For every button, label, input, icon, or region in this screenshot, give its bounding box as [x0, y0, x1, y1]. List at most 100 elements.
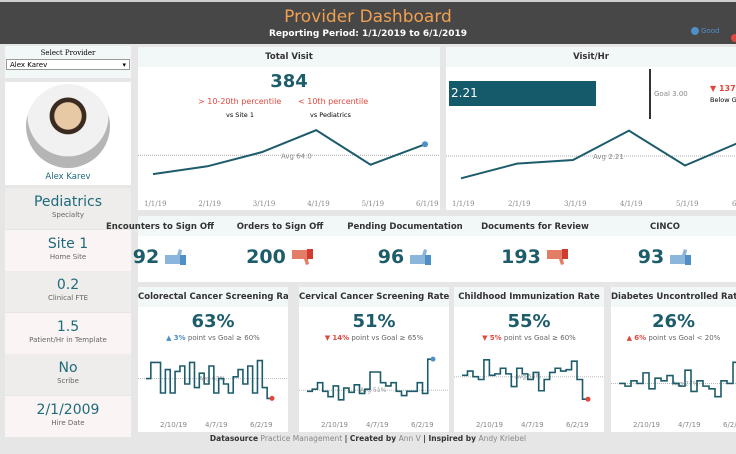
- thumbs-down-icon: [545, 248, 569, 266]
- measure-goal-text: point vs Goal ≥ 60%: [503, 334, 576, 342]
- provider-filter: Select Provider Alex Karev ▾: [5, 46, 131, 78]
- measure-chart: Avg 63% 2/10/19 4/7/19 6/2/19: [138, 359, 288, 429]
- visit-hr-title: Visit/Hr: [446, 47, 736, 67]
- x-tick: 6/2/19: [566, 421, 589, 429]
- x-tick: 2/10/19: [633, 421, 660, 429]
- header-bar: [0, 0, 736, 44]
- visit-hr-panel: Visit/Hr 2.21 Goal 3.00 ▼ 137 Below G Av…: [446, 47, 736, 210]
- info-label: Clinical FTE: [47, 294, 89, 302]
- x-tick: 2/1/19: [508, 200, 531, 208]
- arrow-up-icon: ▲: [626, 334, 633, 342]
- info-value: 2/1/2009: [36, 401, 100, 418]
- kpi-value: 193: [501, 246, 541, 268]
- footer-author: Ann V: [398, 434, 421, 443]
- info-row: Site 1 Home Site: [5, 229, 131, 271]
- footer-created-label: | Created by: [344, 434, 397, 443]
- x-tick: 6/2/19: [723, 421, 736, 429]
- kpi-title: Orders to Sign Off: [236, 222, 324, 232]
- visit-hr-chart: Avg 2.21 1/1/19 2/1/19 3/1/19 4/1/19 5/1/19 6/…: [446, 129, 736, 208]
- measure-title: Childhood Immunization Rate: [454, 287, 604, 307]
- thumbs-down-icon: [290, 248, 314, 266]
- measure-chart: Avg 27%2/10/194/7/196/2/19: [611, 361, 736, 429]
- provider-name: Alex Karev: [45, 172, 91, 182]
- measure-goal-text: point vs Goal < 20%: [648, 334, 721, 342]
- footer-datasource-label: Datasource: [209, 434, 259, 443]
- measure-card: Diabetes Uncontrolled Rate 26% ▲ 6% point …: [611, 287, 736, 432]
- bad-dot-icon: [731, 34, 736, 42]
- avg-label: Avg 2.21: [593, 153, 624, 161]
- measure-value: 51%: [352, 311, 396, 332]
- measure-delta: 14%: [332, 334, 350, 342]
- provider-card: Alex Karev: [5, 82, 131, 185]
- info-row: 0.2 Clinical FTE: [5, 271, 131, 312]
- arrow-up-icon: ▲: [166, 334, 172, 342]
- provider-select-value: Alex Karev: [10, 61, 48, 69]
- info-label: Scribe: [57, 377, 79, 385]
- visit-hr-bar: 2.21: [449, 81, 597, 106]
- x-tick: 2/10/19: [476, 421, 503, 429]
- avg-label: Avg 64.0: [281, 152, 312, 160]
- visit-hr-delta-label: Below G: [710, 96, 736, 104]
- last-point: [585, 396, 591, 402]
- avg-label: Avg 51%: [360, 387, 387, 394]
- measure-card: Colorectal Cancer Screening Rate 63% ▲ 3% …: [138, 287, 288, 432]
- trend-line: [460, 129, 736, 180]
- step-line: [307, 358, 433, 401]
- page-title: Provider Dashboard: [284, 7, 452, 27]
- footer-datasource: Practice Management: [260, 434, 343, 443]
- good-dot-icon: [691, 27, 699, 35]
- info-label: Hire Date: [51, 418, 85, 427]
- arrow-down-icon: ▼: [324, 334, 331, 342]
- info-value: 1.5: [56, 318, 80, 335]
- measure-value: 63%: [191, 311, 235, 332]
- goal-label: Goal 3.00: [654, 90, 688, 98]
- visit-hr-delta: ▼ 137: [710, 84, 736, 93]
- specialty-percentile-label: vs Pediatrics: [310, 111, 351, 119]
- x-tick: 3/1/19: [253, 200, 276, 208]
- measure-chart: Avg 54%2/10/19 4/7/19 6/2/19: [454, 359, 604, 429]
- measure-card: Childhood Immunization Rate 55% ▼ 5% point…: [454, 287, 604, 432]
- reporting-period: Reporting Period: 1/1/2019 to 6/1/2019: [268, 29, 468, 39]
- kpi-0: Encounters to Sign Off 92: [100, 216, 220, 282]
- measure-delta: 5%: [489, 334, 502, 342]
- kpi-value: 200: [246, 246, 286, 268]
- footer-inspired-label: | Inspired by: [423, 434, 477, 443]
- step-line: [462, 359, 588, 400]
- specialty-percentile: < 10th percentile: [298, 97, 369, 106]
- provider-select[interactable]: Alex Karev ▾: [6, 59, 130, 70]
- kpi-title: Encounters to Sign Off: [106, 222, 214, 232]
- info-value: No: [58, 360, 78, 376]
- arrow-down-icon: ▼: [482, 334, 488, 342]
- last-point: [422, 141, 428, 148]
- info-label: Specialty: [51, 211, 85, 219]
- total-visit-chart: Avg 64.0 1/1/19 2/1/19 3/1/19 4/1/19 5/1/19 6/…: [138, 129, 440, 208]
- legend-good: Good: [691, 27, 719, 35]
- info-value: Pediatrics: [33, 194, 103, 210]
- kpi-title: CINCO: [650, 222, 680, 232]
- total-visit-panel: Total Visit 384 > 10-20th percentile vs …: [138, 47, 440, 210]
- measure-goal-text: point vs Goal ≥ 65%: [351, 334, 424, 342]
- kpi-1: Orders to Sign Off 200: [220, 216, 340, 282]
- x-tick: 6/1/19: [732, 200, 736, 208]
- x-tick: 4/1/19: [307, 200, 330, 208]
- measure-value: 26%: [651, 311, 696, 332]
- x-tick: 5/1/19: [362, 200, 385, 208]
- measure-delta: 3%: [173, 334, 186, 342]
- site-percentile: > 10-20th percentile: [198, 97, 282, 106]
- measure-title: Cervical Cancer Screening Rate: [299, 287, 449, 307]
- last-point: [269, 395, 275, 401]
- measure-title: Diabetes Uncontrolled Rate: [611, 287, 736, 307]
- x-tick: 4/7/19: [205, 421, 228, 429]
- measure-delta: 6%: [634, 334, 647, 342]
- measure-card: Cervical Cancer Screening Rate 51% ▼ 14% p…: [299, 287, 449, 432]
- x-tick: 4/1/19: [620, 200, 643, 208]
- x-tick: 6/2/19: [411, 421, 434, 429]
- thumbs-up-icon: [668, 248, 692, 266]
- info-row: 1.5 Patient/Hr in Template: [5, 312, 131, 354]
- kpi-value: 96: [377, 246, 405, 268]
- kpi-title: Pending Documentation: [347, 222, 463, 232]
- x-tick: 4/7/19: [678, 421, 701, 429]
- kpi-title: Documents for Review: [481, 222, 589, 232]
- x-tick: 4/7/19: [366, 421, 389, 429]
- kpi-value: 93: [637, 246, 665, 268]
